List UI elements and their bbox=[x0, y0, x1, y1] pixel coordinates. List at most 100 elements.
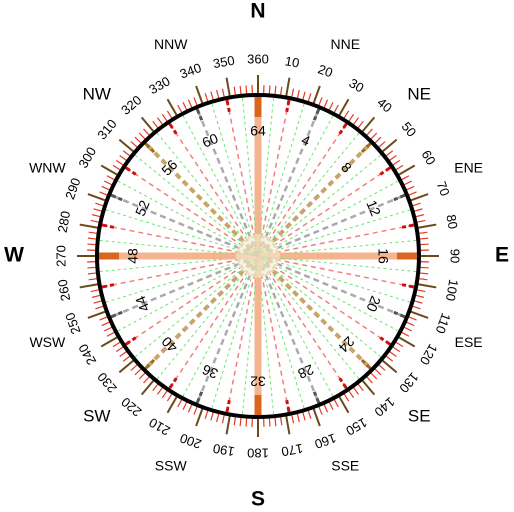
radial-accent bbox=[285, 399, 291, 413]
degree-label: 120 bbox=[417, 341, 441, 367]
major-tick bbox=[361, 379, 376, 396]
major-tick bbox=[409, 310, 429, 319]
minor-tick bbox=[374, 368, 382, 376]
compass-point: NNE bbox=[330, 36, 360, 52]
radial-line bbox=[256, 255, 321, 404]
minor-tick bbox=[87, 243, 97, 246]
minor-tick bbox=[216, 89, 220, 99]
radial-line bbox=[241, 255, 259, 415]
degree-label: 80 bbox=[443, 213, 460, 230]
radial-line bbox=[257, 255, 399, 332]
minor-tick bbox=[385, 355, 394, 362]
minor-tick bbox=[348, 113, 355, 123]
minor-tick bbox=[87, 266, 97, 269]
major-tick bbox=[312, 407, 321, 427]
minor-tick bbox=[239, 85, 242, 95]
minor-tick bbox=[122, 150, 131, 157]
inner-number: 12 bbox=[363, 198, 384, 219]
radial-line bbox=[195, 255, 260, 404]
major-tick bbox=[140, 116, 155, 133]
radial-accent bbox=[195, 391, 204, 404]
major-tick bbox=[166, 98, 178, 117]
minor-tick bbox=[405, 185, 415, 191]
minor-tick bbox=[348, 389, 355, 399]
major-tick bbox=[195, 85, 204, 105]
radial-accent bbox=[124, 336, 137, 346]
compass-point: W bbox=[4, 244, 24, 267]
minor-tick bbox=[210, 91, 214, 101]
major-tick bbox=[285, 415, 291, 435]
degree-label: 260 bbox=[55, 278, 74, 302]
degree-label: 50 bbox=[399, 119, 420, 140]
radial-accent bbox=[110, 193, 123, 202]
major-tick bbox=[409, 193, 429, 202]
degree-label: 110 bbox=[433, 311, 454, 336]
compass-point: S bbox=[251, 488, 265, 511]
major-tick bbox=[100, 164, 119, 176]
major-tick bbox=[79, 223, 99, 229]
radial-accent bbox=[338, 377, 348, 390]
minor-tick bbox=[296, 89, 300, 99]
radial-line bbox=[110, 193, 259, 258]
degree-label: 290 bbox=[62, 176, 84, 202]
minor-tick bbox=[302, 91, 306, 101]
radial-accent bbox=[312, 391, 321, 404]
minor-tick bbox=[115, 346, 125, 353]
minor-tick bbox=[130, 363, 139, 371]
minor-tick bbox=[106, 175, 116, 181]
minor-tick bbox=[407, 191, 417, 196]
minor-tick bbox=[291, 88, 295, 98]
minor-tick bbox=[274, 417, 277, 427]
inner-number: 16 bbox=[375, 248, 391, 264]
inner-number: 36 bbox=[200, 361, 221, 382]
minor-tick bbox=[216, 413, 220, 423]
radial-line bbox=[257, 132, 360, 257]
minor-tick bbox=[177, 398, 183, 408]
major-tick bbox=[285, 77, 291, 97]
inner-number: 8 bbox=[338, 159, 355, 176]
degree-label: 70 bbox=[434, 179, 453, 198]
minor-tick bbox=[204, 93, 209, 103]
minor-tick bbox=[221, 414, 225, 424]
major-tick bbox=[166, 395, 178, 414]
compass-point: ESE bbox=[455, 334, 483, 350]
minor-tick bbox=[395, 341, 404, 348]
radial-line bbox=[256, 142, 372, 258]
major-tick bbox=[87, 193, 107, 202]
radial-line bbox=[257, 254, 406, 319]
minor-tick bbox=[333, 104, 339, 114]
compass-point: E bbox=[495, 244, 509, 267]
minor-tick bbox=[161, 113, 168, 123]
minor-tick bbox=[343, 393, 350, 402]
minor-tick bbox=[187, 403, 193, 413]
minor-tick bbox=[419, 243, 429, 246]
degree-label: 90 bbox=[448, 249, 463, 263]
minor-tick bbox=[161, 389, 168, 399]
radial-accent bbox=[379, 166, 392, 176]
degree-label: 360 bbox=[247, 51, 269, 66]
minor-tick bbox=[419, 237, 429, 240]
minor-tick bbox=[391, 346, 401, 353]
minor-tick bbox=[143, 375, 151, 384]
radial-line bbox=[117, 180, 259, 257]
minor-tick bbox=[91, 214, 101, 218]
major-tick bbox=[225, 77, 231, 97]
minor-tick bbox=[130, 141, 139, 149]
major-tick bbox=[397, 164, 416, 176]
minor-tick bbox=[400, 331, 410, 337]
compass-point: NW bbox=[83, 84, 111, 103]
major-tick bbox=[195, 407, 204, 427]
minor-tick bbox=[370, 372, 378, 380]
degree-label: 320 bbox=[118, 92, 144, 117]
degree-label: 130 bbox=[396, 370, 421, 396]
minor-tick bbox=[413, 208, 423, 212]
radial-line bbox=[195, 108, 260, 257]
degree-label: 10 bbox=[284, 53, 301, 70]
radial-accent bbox=[393, 310, 406, 319]
minor-tick bbox=[268, 417, 271, 427]
minor-tick bbox=[323, 99, 329, 109]
minor-tick bbox=[268, 85, 271, 95]
major-tick bbox=[381, 359, 398, 374]
radial-line bbox=[257, 255, 360, 380]
radial-line bbox=[257, 180, 399, 257]
